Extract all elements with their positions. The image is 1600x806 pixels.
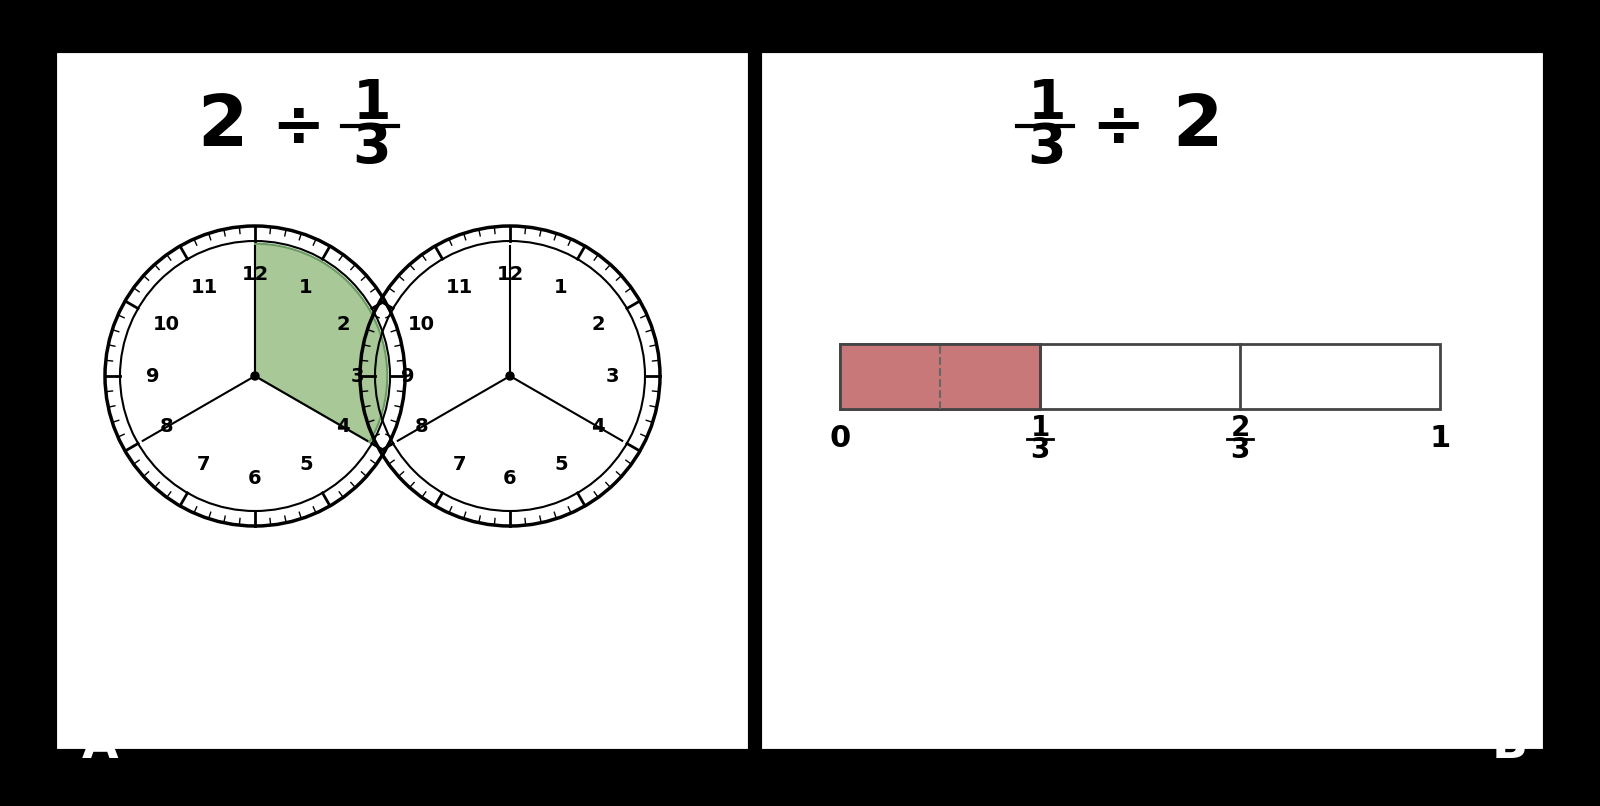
Text: 0: 0 <box>829 424 851 453</box>
Text: $\mathbf{3}$: $\mathbf{3}$ <box>352 121 389 175</box>
Text: 8: 8 <box>414 418 429 437</box>
Text: B: B <box>1491 724 1528 768</box>
Text: 7: 7 <box>453 455 466 474</box>
Text: $\mathbf{1}$: $\mathbf{1}$ <box>1027 77 1064 131</box>
Text: $\mathbf{\div}$: $\mathbf{\div}$ <box>270 95 320 157</box>
Bar <box>54 51 750 751</box>
Text: $\mathbf{\div}$: $\mathbf{\div}$ <box>1091 95 1139 157</box>
Text: 11: 11 <box>190 278 218 297</box>
Text: 9: 9 <box>146 367 160 385</box>
Bar <box>760 51 1546 751</box>
Text: $\mathbf{3}$: $\mathbf{3}$ <box>1027 121 1062 175</box>
Wedge shape <box>254 243 387 442</box>
Circle shape <box>251 372 259 380</box>
Text: 3: 3 <box>1030 435 1050 463</box>
Text: 9: 9 <box>402 367 414 385</box>
Text: 10: 10 <box>154 315 181 334</box>
Text: 11: 11 <box>445 278 472 297</box>
Text: 8: 8 <box>160 418 173 437</box>
Text: 12: 12 <box>496 264 523 284</box>
Text: 1: 1 <box>299 278 314 297</box>
Text: $\mathbf{2}$: $\mathbf{2}$ <box>197 92 243 160</box>
Text: 2: 2 <box>592 315 605 334</box>
Text: 3: 3 <box>350 367 363 385</box>
Text: 4: 4 <box>336 418 350 437</box>
Text: 6: 6 <box>248 468 262 488</box>
Text: A: A <box>82 724 118 768</box>
Text: 12: 12 <box>242 264 269 284</box>
Text: 1: 1 <box>554 278 568 297</box>
Text: 5: 5 <box>299 455 314 474</box>
Bar <box>840 343 1040 409</box>
Text: 6: 6 <box>502 468 517 488</box>
Text: 1: 1 <box>1030 413 1050 442</box>
Text: 1: 1 <box>1429 424 1451 453</box>
Bar <box>760 51 1546 751</box>
Text: 3: 3 <box>605 367 619 385</box>
Text: 2: 2 <box>336 315 350 334</box>
Bar <box>840 343 1440 409</box>
Text: $\mathbf{1}$: $\mathbf{1}$ <box>352 77 389 131</box>
Text: 2: 2 <box>1230 413 1250 442</box>
Bar <box>0 701 186 806</box>
Text: 3: 3 <box>1230 435 1250 463</box>
Circle shape <box>506 372 514 380</box>
Text: 10: 10 <box>408 315 435 334</box>
Text: $\mathbf{2}$: $\mathbf{2}$ <box>1171 92 1218 160</box>
Text: 7: 7 <box>197 455 211 474</box>
Text: 5: 5 <box>554 455 568 474</box>
Bar <box>54 51 750 751</box>
Bar <box>1414 701 1600 806</box>
Text: 4: 4 <box>592 418 605 437</box>
